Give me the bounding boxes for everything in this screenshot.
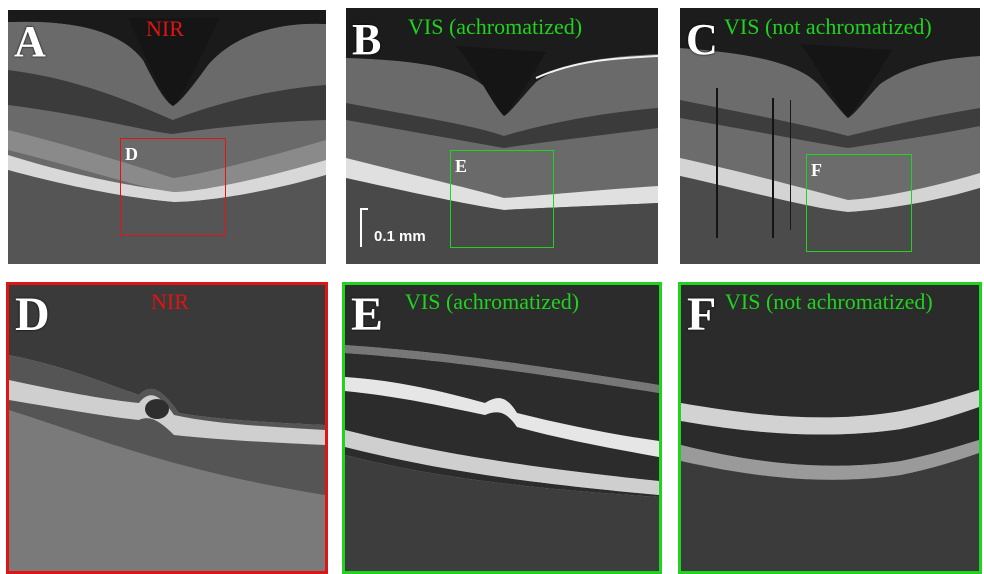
panel-letter: D (15, 288, 50, 341)
scale-bar-tick (360, 208, 368, 210)
panel-letter: F (687, 288, 717, 341)
panel-title: VIS (not achromatized) (724, 14, 932, 39)
scale-bar-line (360, 210, 362, 247)
panel-letter: A (14, 17, 46, 66)
panel-a-nir-scan: A NIR D (8, 10, 326, 264)
roi-label: D (125, 144, 138, 164)
panel-title: VIS (not achromatized) (725, 289, 933, 314)
oct-bscan-zoom-image (345, 285, 659, 571)
roi-box-d: D (120, 138, 226, 236)
scale-bar-label: 0.1 mm (374, 228, 426, 245)
panel-f-vis-not-achromatized-zoom: F VIS (not achromatized) (678, 282, 982, 574)
panel-d-nir-zoom: D NIR (6, 282, 328, 574)
panel-b-vis-achromatized-scan: B VIS (achromatized) E 0.1 mm (346, 8, 658, 264)
panel-letter: B (352, 15, 382, 64)
panel-title: VIS (achromatized) (408, 14, 583, 39)
panel-title: NIR (146, 16, 184, 41)
oct-bscan-image (346, 8, 658, 264)
oct-bscan-zoom-image (9, 285, 325, 571)
oct-bscan-zoom-image (681, 285, 979, 571)
panel-title: NIR (151, 289, 189, 314)
roi-label: F (811, 160, 822, 180)
oct-bscan-image (8, 10, 326, 264)
roi-box-f: F (806, 154, 912, 252)
roi-box-e: E (450, 150, 554, 248)
panel-title: VIS (achromatized) (405, 289, 580, 314)
panel-letter: C (686, 15, 718, 64)
roi-label: E (455, 156, 468, 176)
panel-letter: E (351, 288, 384, 341)
panel-c-vis-not-achromatized-scan: C VIS (not achromatized) F (680, 8, 980, 264)
oct-bscan-image (680, 8, 980, 264)
panel-e-vis-achromatized-zoom: E VIS (achromatized) (342, 282, 662, 574)
